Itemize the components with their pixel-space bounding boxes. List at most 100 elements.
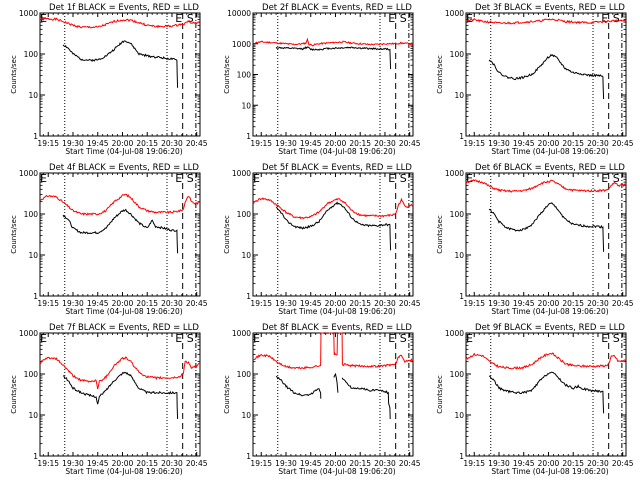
- series-line-lld: [39, 17, 201, 29]
- y-tick-label: 10000: [227, 9, 251, 18]
- chart-title: Det 9f BLACK = Events, RED = LLD: [475, 323, 625, 333]
- x-tick-label: 20:00: [325, 139, 347, 148]
- x-tick-label: 19:45: [513, 139, 535, 148]
- series-line-lld: [252, 37, 414, 47]
- x-axis-label: Start Time (04-Jul-08 19:06:20): [278, 467, 395, 476]
- x-tick-label: 19:45: [513, 299, 535, 308]
- event-marker-e: E: [388, 172, 395, 185]
- series-line-lld: [39, 356, 200, 390]
- chart-title: Det 1f BLACK = Events, RED = LLD: [49, 3, 199, 13]
- y-tick-label: 1000: [445, 169, 464, 178]
- x-tick-label: 19:15: [463, 299, 485, 308]
- y-tick-label: 10: [241, 101, 251, 110]
- x-tick-label: 20:15: [136, 299, 158, 308]
- y-tick-label: 100: [237, 210, 252, 219]
- y-axis-label: Counts/sec: [436, 215, 444, 254]
- x-axis-label: Start Time (04-Jul-08 19:06:20): [491, 307, 608, 316]
- series-line-lld: [252, 197, 414, 220]
- series-line-events: [275, 46, 392, 70]
- series-line-events: [275, 201, 392, 251]
- y-axis-label: Counts/sec: [223, 55, 231, 94]
- detector-panel-2: Det 2f BLACK = Events, RED = LLD Counts/s…: [213, 0, 426, 160]
- event-marker-s: S: [400, 332, 407, 345]
- detector-panel-8: Det 8f BLACK = Events, RED = LLD Counts/s…: [213, 320, 426, 480]
- x-tick-label: 19:30: [275, 459, 297, 468]
- series-line-events: [488, 53, 605, 100]
- y-tick-label: 1: [33, 292, 38, 301]
- y-axis-label: Counts/sec: [10, 375, 18, 414]
- x-tick-label: 20:45: [399, 459, 421, 468]
- y-tick-label: 1000: [445, 329, 464, 338]
- y-tick-label: 1000: [232, 169, 251, 178]
- x-axis-label: Start Time (04-Jul-08 19:06:20): [65, 307, 182, 316]
- plot-frame: [465, 172, 627, 297]
- event-marker-s: S: [187, 332, 194, 345]
- event-marker-e: E: [388, 12, 395, 25]
- y-tick-label: 1000: [19, 329, 38, 338]
- x-tick-label: 20:30: [587, 459, 609, 468]
- event-marker-s: S: [613, 332, 620, 345]
- y-tick-label: 1000: [232, 329, 251, 338]
- series-line-events-mid: [333, 372, 339, 393]
- x-tick-label: 20:30: [374, 139, 396, 148]
- plot-frame: [252, 172, 414, 297]
- x-tick-label: 19:30: [62, 139, 84, 148]
- x-tick-label: 19:15: [463, 139, 485, 148]
- y-tick-label: 100: [450, 370, 465, 379]
- x-tick-label: 19:45: [300, 459, 322, 468]
- chart-title: Det 2f BLACK = Events, RED = LLD: [262, 3, 412, 13]
- chart-svg: Det 3f BLACK = Events, RED = LLD Counts/s…: [436, 3, 634, 156]
- plot-frame: [39, 12, 201, 137]
- y-tick-label: 100: [24, 370, 39, 379]
- chart-svg: Det 1f BLACK = Events, RED = LLD Counts/s…: [10, 3, 208, 156]
- y-axis-label: Counts/sec: [436, 55, 444, 94]
- event-marker-e: E: [175, 172, 182, 185]
- event-marker-e: E: [175, 332, 182, 345]
- x-tick-label: 20:30: [161, 459, 183, 468]
- event-marker-e: E: [40, 172, 47, 185]
- x-tick-label: 20:30: [374, 459, 396, 468]
- x-tick-label: 20:15: [562, 299, 584, 308]
- y-tick-label: 100: [24, 50, 39, 59]
- detector-panel-3: Det 3f BLACK = Events, RED = LLD Counts/s…: [426, 0, 639, 160]
- series-line-events: [275, 375, 322, 399]
- y-tick-label: 100: [237, 370, 252, 379]
- event-marker-e: E: [466, 172, 473, 185]
- x-tick-label: 20:45: [186, 459, 208, 468]
- x-tick-label: 19:30: [62, 459, 84, 468]
- y-axis-label: Counts/sec: [10, 215, 18, 254]
- chart-title: Det 3f BLACK = Events, RED = LLD: [475, 3, 625, 13]
- x-tick-label: 20:15: [349, 139, 371, 148]
- y-tick-label: 10: [454, 251, 464, 260]
- x-tick-label: 19:45: [300, 139, 322, 148]
- x-tick-label: 20:45: [612, 299, 634, 308]
- x-tick-label: 20:45: [612, 459, 634, 468]
- y-axis-label: Counts/sec: [223, 215, 231, 254]
- series-line-events: [62, 40, 179, 88]
- x-tick-label: 19:15: [250, 139, 272, 148]
- y-axis-label: Counts/sec: [10, 55, 18, 94]
- y-tick-label: 1000: [232, 40, 251, 49]
- event-marker-s: S: [187, 12, 194, 25]
- x-tick-label: 19:30: [275, 299, 297, 308]
- x-axis-label: Start Time (04-Jul-08 19:06:20): [278, 307, 395, 316]
- y-tick-label: 100: [24, 210, 39, 219]
- y-tick-label: 100: [450, 210, 465, 219]
- x-tick-label: 19:15: [37, 459, 59, 468]
- x-tick-label: 19:15: [37, 299, 59, 308]
- x-tick-label: 20:00: [538, 459, 560, 468]
- series-line-events: [488, 202, 605, 252]
- x-tick-label: 19:30: [275, 139, 297, 148]
- x-tick-label: 20:15: [136, 139, 158, 148]
- event-marker-s: S: [613, 172, 620, 185]
- event-marker-e: E: [601, 12, 608, 25]
- x-tick-label: 20:30: [374, 299, 396, 308]
- x-tick-label: 19:15: [463, 459, 485, 468]
- event-marker-e: E: [388, 332, 395, 345]
- x-tick-label: 20:30: [161, 139, 183, 148]
- chart-title: Det 8f BLACK = Events, RED = LLD: [262, 323, 412, 333]
- chart-svg: Det 8f BLACK = Events, RED = LLD Counts/s…: [223, 323, 421, 476]
- x-tick-label: 19:30: [488, 459, 510, 468]
- y-axis-label: Counts/sec: [223, 375, 231, 414]
- x-tick-label: 19:45: [87, 459, 109, 468]
